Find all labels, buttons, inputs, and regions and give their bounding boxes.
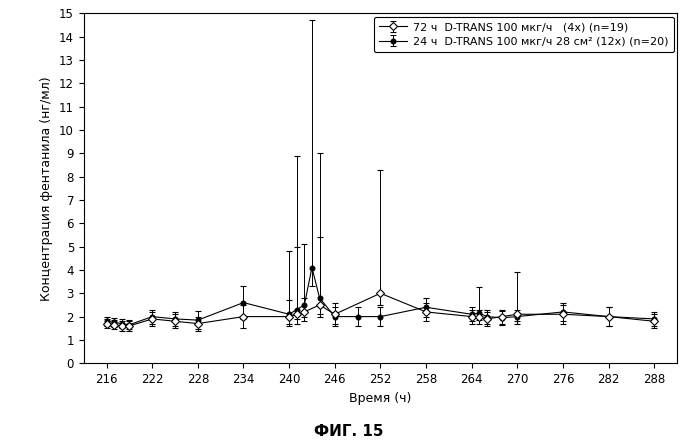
Y-axis label: Концентрация фентанила (нг/мл): Концентрация фентанила (нг/мл) <box>40 76 54 301</box>
Legend: 72 ч  D-TRANS 100 мкг/ч   (4x) (n=19), 24 ч  D-TRANS 100 мкг/ч 28 см² (12x) (n=2: 72 ч D-TRANS 100 мкг/ч (4x) (n=19), 24 ч… <box>374 17 674 52</box>
Text: ФИГ. 15: ФИГ. 15 <box>314 424 384 439</box>
X-axis label: Время (ч): Время (ч) <box>349 392 412 404</box>
